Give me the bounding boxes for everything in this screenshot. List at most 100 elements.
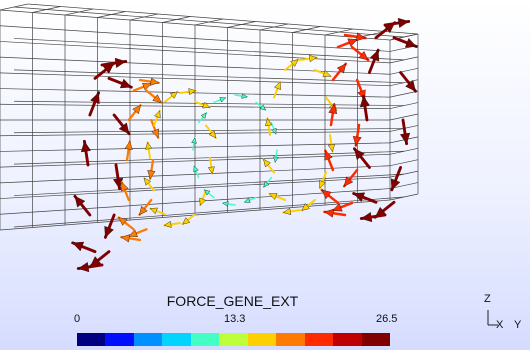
force-arrow xyxy=(343,32,367,42)
colorbar-swatch xyxy=(276,333,305,346)
axis-z-label: Z xyxy=(484,293,491,305)
colorbar-swatch xyxy=(219,333,248,346)
force-arrow xyxy=(76,261,104,273)
force-vector-glyphs xyxy=(71,17,418,273)
axis-triad-lines xyxy=(487,310,498,326)
colorbar-max-label: 26.5 xyxy=(376,313,398,325)
mesh-row-line xyxy=(13,38,405,61)
mesh-depth-line xyxy=(389,67,419,75)
force-arrow xyxy=(390,166,403,192)
force-arrow xyxy=(318,171,327,190)
force-arrow xyxy=(164,90,179,103)
force-arrow xyxy=(352,192,378,204)
force-arrow xyxy=(320,188,340,205)
axis-y-label: Y xyxy=(514,319,522,331)
force-arrow xyxy=(80,139,92,167)
mesh-row-line xyxy=(13,150,405,165)
colorbar-swatch xyxy=(133,333,163,346)
force-arrow xyxy=(100,57,128,69)
force-arrow xyxy=(350,45,370,62)
force-arrow xyxy=(359,94,371,122)
mesh-row-line xyxy=(13,69,405,84)
force-arrow xyxy=(138,198,153,216)
mesh-top-edge xyxy=(27,3,419,35)
force-arrow xyxy=(127,228,148,238)
force-arrow xyxy=(264,117,273,137)
force-arrow xyxy=(73,194,92,217)
force-arrow xyxy=(268,192,287,201)
force-arrow xyxy=(331,201,354,212)
mesh-depth-line xyxy=(389,159,419,167)
colorbar-swatch xyxy=(105,333,134,346)
force-arrow xyxy=(313,69,332,78)
mesh-depth-line xyxy=(389,90,419,98)
force-arrow xyxy=(88,91,101,117)
force-arrow xyxy=(197,112,208,124)
force-arrow xyxy=(103,213,116,239)
force-arrow xyxy=(359,211,387,223)
colorbar-swatch xyxy=(77,333,106,346)
force-arrow xyxy=(163,220,181,228)
force-arrow xyxy=(300,198,317,212)
force-arrow xyxy=(191,137,197,151)
mesh-row-line xyxy=(13,196,405,228)
force-arrow xyxy=(273,149,279,163)
force-arrow xyxy=(352,123,362,147)
force-arrow xyxy=(392,36,418,48)
force-arrow xyxy=(107,76,133,89)
axis-triad: Z X Y xyxy=(478,292,530,337)
colorbar-swatch xyxy=(333,333,362,346)
force-arrow xyxy=(262,176,273,188)
force-arrow xyxy=(207,157,215,175)
force-arrow xyxy=(124,140,133,162)
colorbar-swatch xyxy=(361,333,390,346)
force-arrow xyxy=(127,104,142,122)
colorbar xyxy=(77,333,390,346)
force-arrow xyxy=(243,196,257,203)
force-arrow xyxy=(145,89,163,104)
force-arrow xyxy=(282,207,302,216)
force-arrow xyxy=(353,147,371,169)
force-arrow xyxy=(194,100,211,109)
force-arrow xyxy=(112,113,131,136)
colorbar-swatch xyxy=(190,333,220,346)
colorbar-min-label: 0 xyxy=(74,313,81,325)
force-arrow xyxy=(199,189,207,207)
mesh-row-line xyxy=(13,173,405,196)
mesh-wireframe xyxy=(0,3,419,231)
force-arrow xyxy=(255,101,267,111)
force-arrow xyxy=(193,165,200,179)
force-arrow xyxy=(179,88,197,96)
force-arrow xyxy=(323,208,347,218)
force-arrow xyxy=(342,168,359,188)
force-arrow xyxy=(150,118,160,139)
force-arrow xyxy=(213,97,227,104)
colorbar-swatch xyxy=(162,333,191,346)
force-arrow xyxy=(149,207,166,216)
force-arrow xyxy=(120,234,142,243)
axis-x-label: X xyxy=(496,319,504,331)
force-arrow xyxy=(298,54,318,63)
force-arrow xyxy=(132,82,153,92)
colorbar-title: FORCE_GENE_EXT xyxy=(166,293,299,309)
colorbar-swatch xyxy=(247,333,277,346)
force-arrow xyxy=(203,189,215,199)
colorbar-mid-label: 13.3 xyxy=(224,313,246,325)
force-arrow xyxy=(399,118,411,146)
force-arrow xyxy=(327,133,336,153)
force-arrow xyxy=(143,177,155,192)
force-arrow xyxy=(328,103,338,127)
force-arrow xyxy=(138,77,160,86)
force-arrow xyxy=(205,124,217,139)
mesh-depth-line xyxy=(389,182,419,189)
force-arrow xyxy=(112,163,124,191)
force-arrow xyxy=(117,216,135,231)
force-arrow xyxy=(399,71,417,93)
force-arrow xyxy=(234,93,248,99)
colorbar-swatch xyxy=(304,333,334,346)
force-arrow xyxy=(273,80,282,99)
force-arrow xyxy=(262,158,276,174)
force-arrow xyxy=(367,48,380,74)
force-arrow xyxy=(270,121,277,135)
